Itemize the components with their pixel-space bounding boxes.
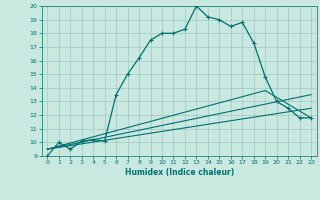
X-axis label: Humidex (Indice chaleur): Humidex (Indice chaleur) bbox=[124, 168, 234, 177]
